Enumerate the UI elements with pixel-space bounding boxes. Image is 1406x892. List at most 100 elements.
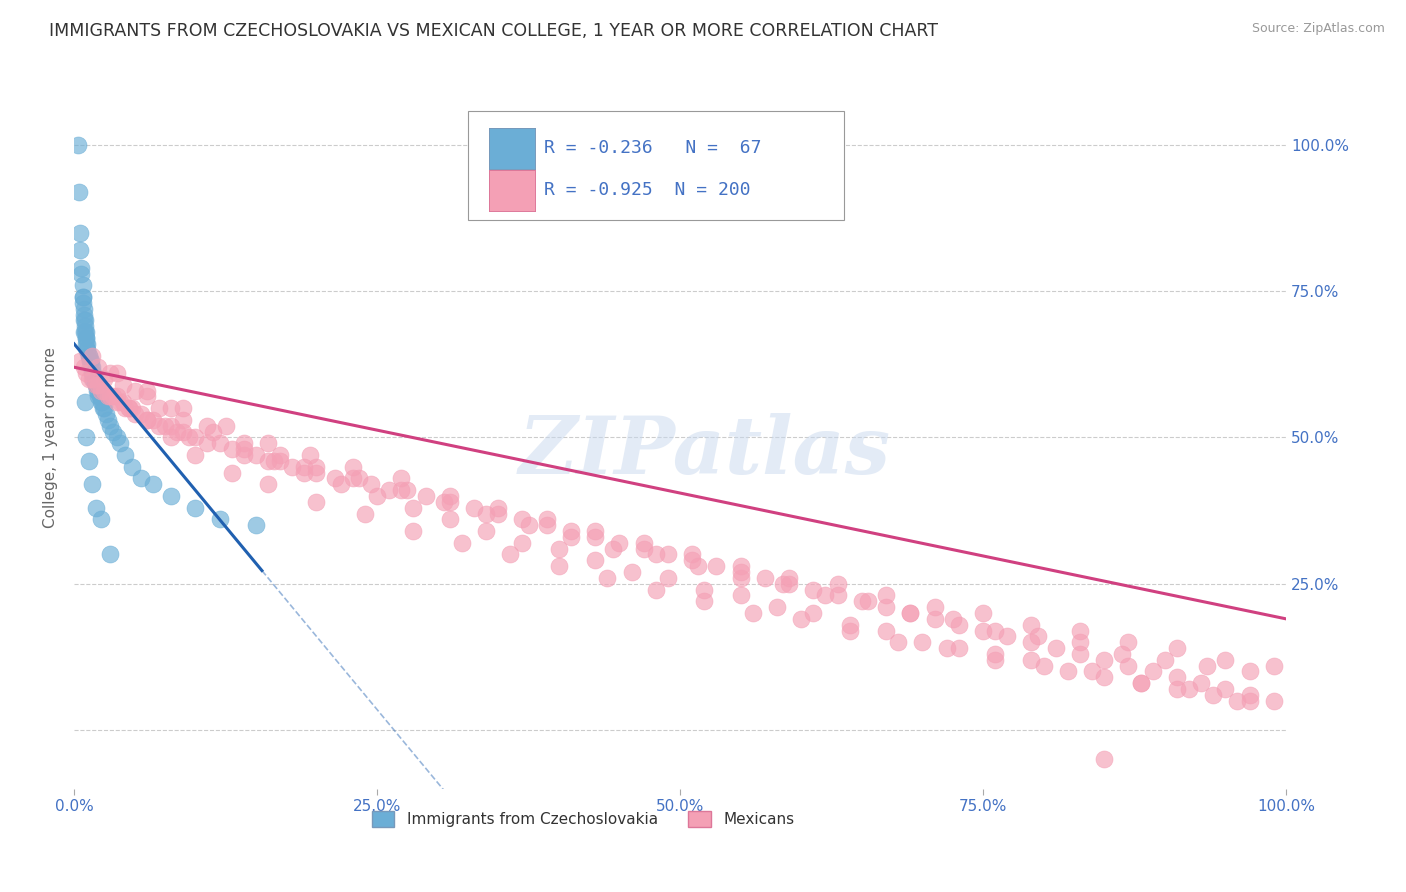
Point [97, 389, 120, 403]
Point [1166, 681, 1188, 696]
Point [1166, 670, 1188, 684]
Point [693, 582, 716, 597]
Point [984, 653, 1007, 667]
Point [84, 377, 107, 392]
Point [681, 548, 703, 562]
Point [730, 571, 752, 585]
Point [87, 377, 110, 392]
Point [972, 606, 994, 620]
Point [75, 430, 97, 444]
Point [620, 565, 643, 579]
Point [129, 471, 152, 485]
Point [942, 612, 965, 626]
Point [475, 524, 498, 538]
Point [184, 448, 207, 462]
Point [1118, 658, 1140, 673]
Point [439, 489, 461, 503]
Point [547, 541, 569, 556]
Point [1215, 653, 1237, 667]
Point [93, 384, 115, 398]
Point [79, 354, 101, 368]
Point [972, 624, 994, 638]
Point [536, 512, 558, 526]
Point [117, 401, 139, 416]
Point [681, 553, 703, 567]
Point [197, 418, 219, 433]
Point [924, 612, 946, 626]
Point [499, 548, 522, 562]
Point [741, 606, 763, 620]
Point [94, 407, 117, 421]
Point [827, 576, 849, 591]
Point [657, 548, 679, 562]
Point [93, 401, 115, 416]
Point [935, 641, 957, 656]
Point [208, 512, 231, 526]
Point [73, 308, 96, 322]
Point [486, 507, 509, 521]
Point [778, 576, 800, 591]
Point [73, 319, 96, 334]
Point [1215, 681, 1237, 696]
Point [82, 372, 104, 386]
Point [111, 377, 134, 392]
Point [160, 401, 183, 416]
Point [342, 459, 364, 474]
Point [342, 471, 364, 485]
Point [347, 471, 370, 485]
Point [602, 541, 624, 556]
Point [1239, 665, 1261, 679]
Point [1166, 641, 1188, 656]
Point [135, 413, 157, 427]
FancyBboxPatch shape [468, 111, 844, 219]
Point [83, 372, 105, 386]
Point [148, 401, 170, 416]
Point [114, 448, 136, 462]
Point [69, 226, 91, 240]
Point [790, 612, 813, 626]
Point [69, 243, 91, 257]
Point [214, 418, 236, 433]
Point [197, 436, 219, 450]
Point [84, 500, 107, 515]
Point [135, 413, 157, 427]
Point [166, 425, 188, 439]
Point [948, 617, 970, 632]
Point [82, 360, 104, 375]
Point [693, 594, 716, 608]
Point [838, 624, 860, 638]
Point [1026, 629, 1049, 643]
Point [354, 507, 377, 521]
Point [292, 459, 315, 474]
Point [221, 442, 243, 457]
Point [80, 354, 103, 368]
Point [72, 278, 94, 293]
Point [730, 565, 752, 579]
Point [82, 366, 104, 380]
Point [75, 331, 97, 345]
Text: R = -0.236   N =  67: R = -0.236 N = 67 [544, 139, 762, 157]
Point [124, 384, 146, 398]
Point [766, 600, 789, 615]
Point [184, 500, 207, 515]
Point [984, 624, 1007, 638]
Point [1069, 635, 1091, 649]
Point [995, 629, 1018, 643]
Point [389, 483, 412, 497]
Point [82, 477, 104, 491]
Point [100, 548, 122, 562]
Point [644, 548, 666, 562]
Point [299, 448, 322, 462]
Point [257, 477, 280, 491]
Point [263, 454, 285, 468]
Point [73, 325, 96, 339]
Point [91, 401, 114, 416]
Point [583, 530, 606, 544]
Point [86, 384, 108, 398]
Point [114, 401, 136, 416]
Point [93, 372, 115, 386]
Point [486, 500, 509, 515]
Point [1142, 665, 1164, 679]
Point [73, 325, 96, 339]
Point [730, 559, 752, 574]
